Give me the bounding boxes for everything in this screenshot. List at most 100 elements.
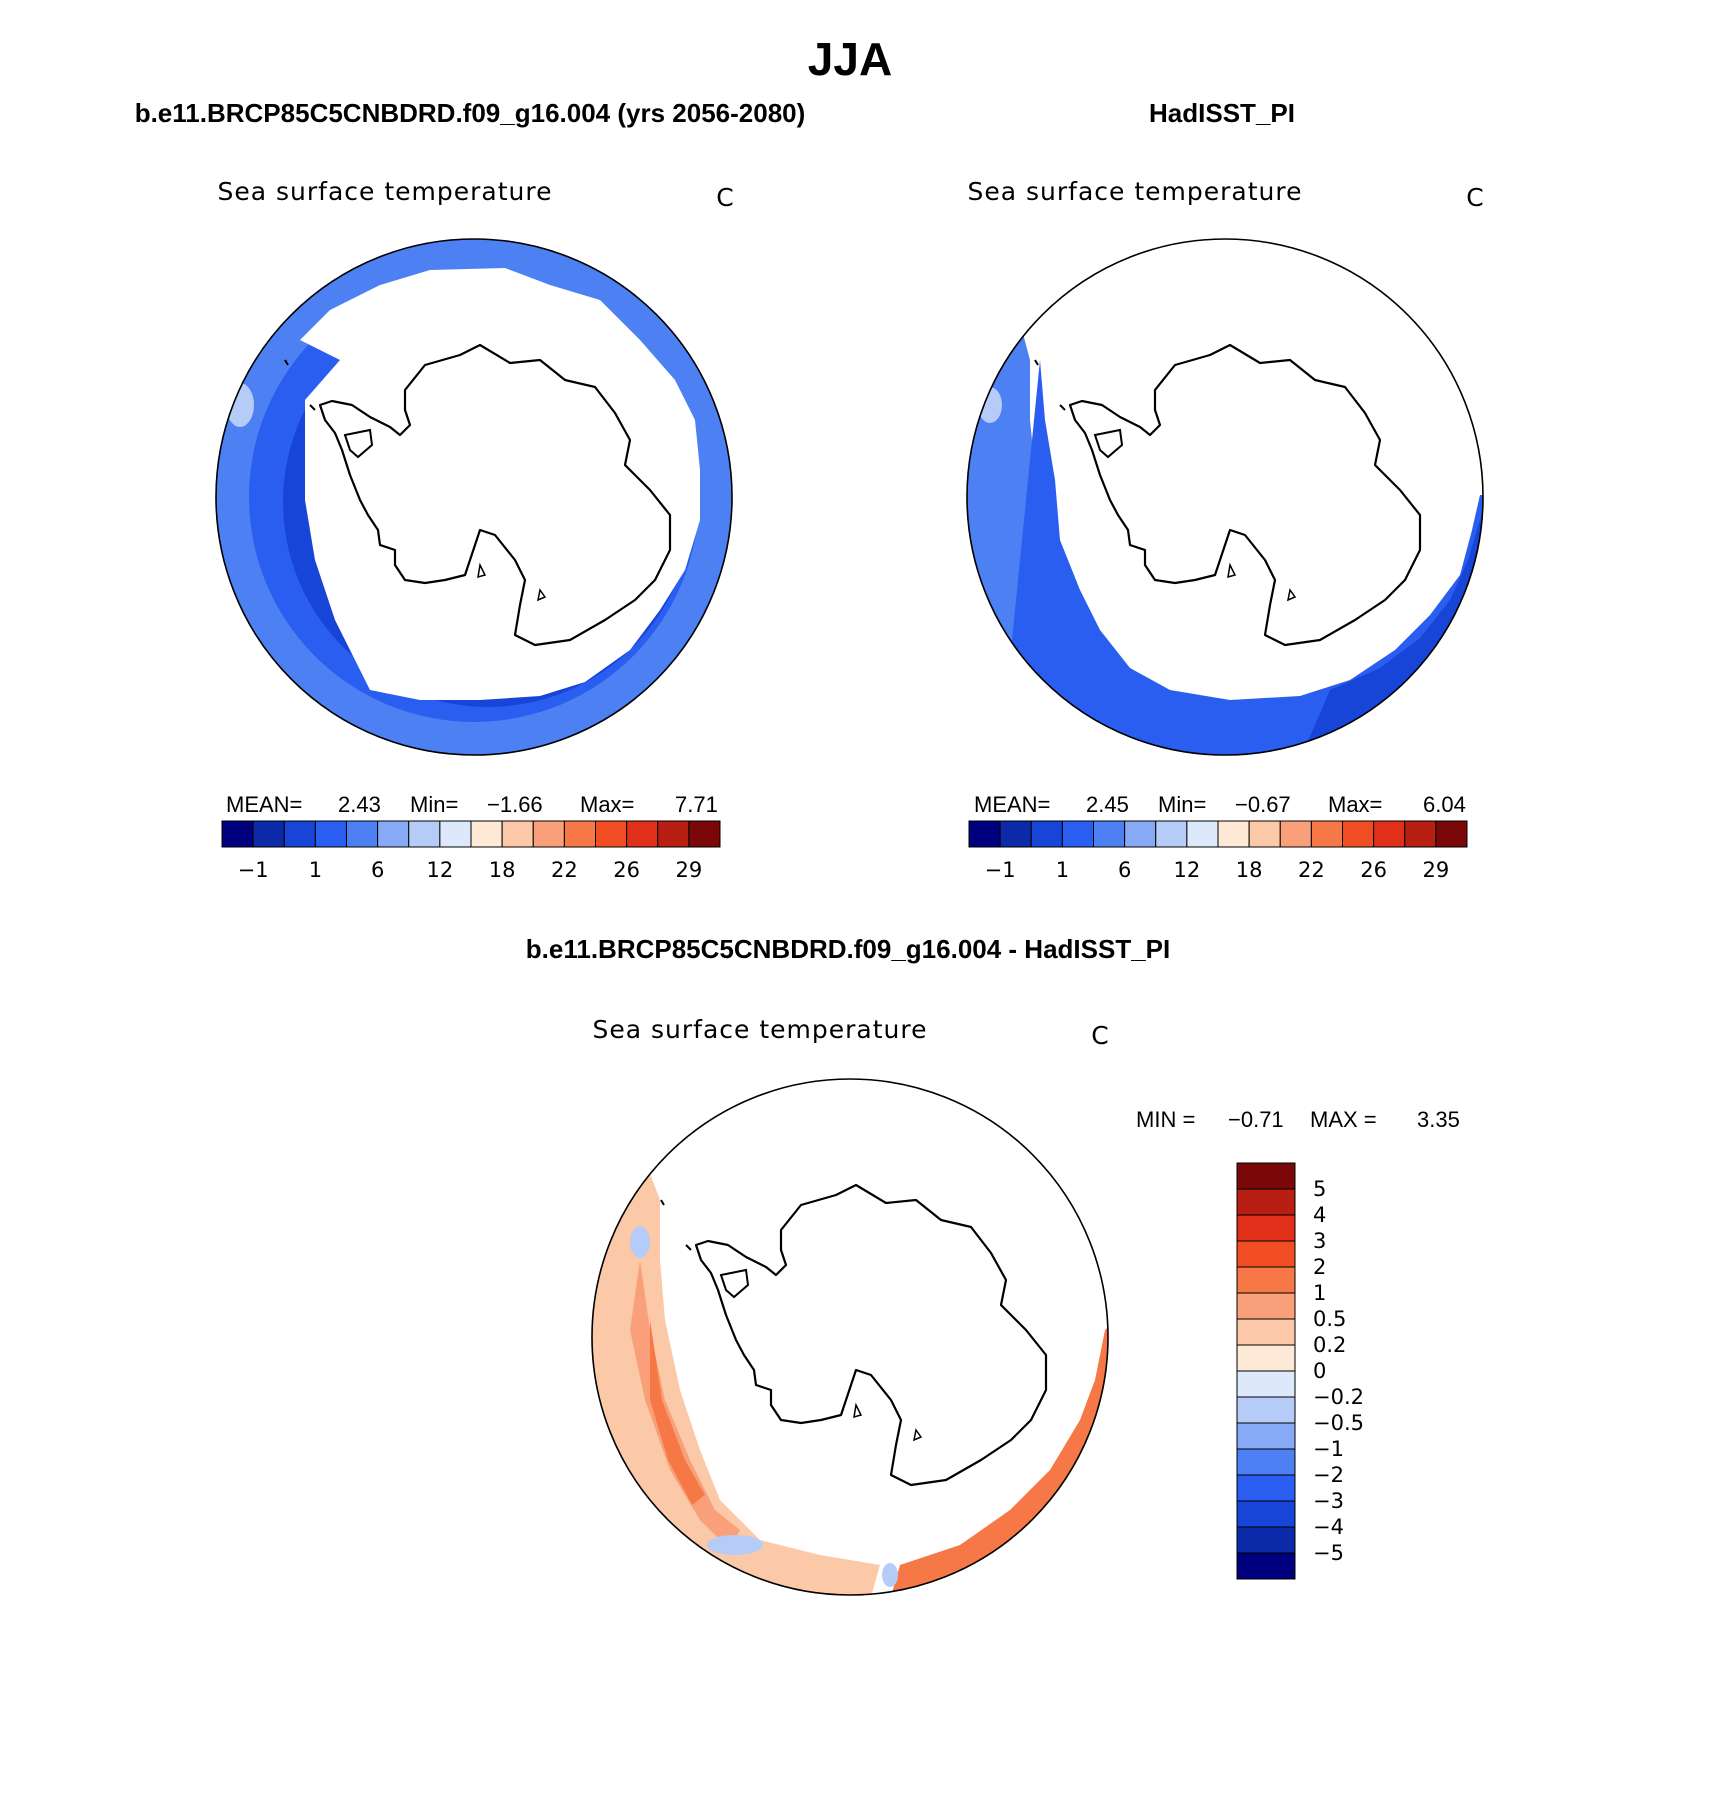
panel-model-heading: b.e11.BRCP85C5CNBDRD.f09_g16.004 (yrs 20… — [135, 98, 806, 128]
panel-diff-heading: b.e11.BRCP85C5CNBDRD.f09_g16.004 - HadIS… — [526, 934, 1170, 964]
coastline-obs — [1033, 343, 1422, 647]
colorbar-box — [1236, 1292, 1296, 1320]
colorbar-tick-label: 26 — [1360, 858, 1387, 882]
stats-model-mean-label: MEAN= — [226, 792, 302, 817]
stats-obs-mean: 2.45 — [1086, 792, 1129, 817]
stats-obs-min: −0.67 — [1235, 792, 1291, 817]
colorbar-tick-label: 0.5 — [1313, 1307, 1346, 1331]
colorbar-tick-label: 3 — [1313, 1229, 1326, 1253]
colorbar-tick-label: −4 — [1313, 1515, 1344, 1539]
colorbar-box — [1236, 1162, 1296, 1190]
colorbar-box — [1155, 820, 1188, 848]
colorbar-tick-label: 1 — [1056, 858, 1069, 882]
colorbar-tick-label: 6 — [371, 858, 384, 882]
colorbar-box — [252, 820, 285, 848]
colorbar-box — [626, 820, 659, 848]
colorbar-box — [999, 820, 1032, 848]
colorbar-tick-label: 18 — [489, 858, 516, 882]
colorbar-tick-label: 5 — [1313, 1177, 1326, 1201]
colorbar-box — [1236, 1266, 1296, 1294]
colorbar-tick-label: 12 — [1174, 858, 1201, 882]
stats-model-min: −1.66 — [487, 792, 543, 817]
colorbar-box — [439, 820, 472, 848]
stats-model-max-label: Max= — [580, 792, 634, 817]
panel-obs: HadISST_PI Sea surface temperature C MEA… — [966, 98, 1484, 882]
colorbar-tick-label: −1 — [1313, 1437, 1344, 1461]
colorbar-box — [501, 820, 534, 848]
colorbar-box — [1217, 820, 1250, 848]
map-obs-border — [966, 238, 1484, 756]
colorbar-tick-label: 29 — [676, 858, 703, 882]
colorbar-tick-label: −3 — [1313, 1489, 1344, 1513]
panel-diff-units: C — [1091, 1021, 1108, 1050]
colorbar-tick-label: 29 — [1423, 858, 1450, 882]
colorbar-box — [1236, 1448, 1296, 1476]
colorbar-box — [1236, 1526, 1296, 1554]
colorbar-tick-label: −0.5 — [1313, 1411, 1364, 1435]
stats-model-max: 7.71 — [675, 792, 718, 817]
colorbar-box — [1186, 820, 1219, 848]
colorbar-tick-label: 6 — [1118, 858, 1131, 882]
stats-obs-mean-label: MEAN= — [974, 792, 1050, 817]
stats-diff-max: 3.35 — [1417, 1107, 1460, 1132]
colorbar-box — [1236, 1422, 1296, 1450]
colorbar-tick-label: 0 — [1313, 1359, 1326, 1383]
colorbar-box — [314, 820, 347, 848]
colorbar-box — [1373, 820, 1406, 848]
colorbar-tick-label: 12 — [427, 858, 454, 882]
colorbar-tick-label: 1 — [309, 858, 322, 882]
colorbar-box — [1236, 1214, 1296, 1242]
colorbar-box — [1236, 1188, 1296, 1216]
colorbar-box — [1093, 820, 1126, 848]
colorbar-tick-label: −2 — [1313, 1463, 1344, 1487]
colorbar-box — [1236, 1396, 1296, 1424]
colorbar-box — [1435, 820, 1468, 848]
stats-obs-min-label: Min= — [1158, 792, 1206, 817]
diff-neg-spot-2 — [707, 1535, 763, 1555]
panel-model: b.e11.BRCP85C5CNBDRD.f09_g16.004 (yrs 20… — [135, 98, 806, 882]
colorbar-box — [1279, 820, 1312, 848]
stats-obs: MEAN= 2.45 Min= −0.67 Max= 6.04 — [974, 792, 1466, 817]
panel-obs-units: C — [1466, 183, 1483, 212]
colorbar-box — [1248, 820, 1281, 848]
coastline-diff — [659, 1183, 1048, 1487]
panel-obs-heading: HadISST_PI — [1149, 98, 1295, 128]
colorbar-box — [1124, 820, 1157, 848]
panel-obs-variable: Sea surface temperature — [968, 177, 1303, 206]
diff-neg-spot-1 — [630, 1226, 650, 1258]
panel-diff-variable: Sea surface temperature — [593, 1015, 928, 1044]
map-obs — [966, 238, 1484, 756]
colorbar-box — [1236, 1344, 1296, 1372]
colorbar-tick-label: 2 — [1313, 1255, 1326, 1279]
colorbar-box — [1342, 820, 1375, 848]
colorbar-box — [283, 820, 316, 848]
colorbar-tick-label: 0.2 — [1313, 1333, 1346, 1357]
stats-diff: MIN = −0.71 MAX = 3.35 — [1136, 1107, 1460, 1132]
panel-model-variable: Sea surface temperature — [218, 177, 553, 206]
colorbar-box — [688, 820, 721, 848]
colorbar-box — [1236, 1474, 1296, 1502]
colorbar-tick-label: 22 — [551, 858, 578, 882]
colorbar-box — [1061, 820, 1094, 848]
stats-diff-max-label: MAX = — [1310, 1107, 1377, 1132]
colorbar-tick-label: 18 — [1236, 858, 1263, 882]
colorbar-box — [1236, 1318, 1296, 1346]
panel-model-units: C — [716, 183, 733, 212]
colorbar-box — [1236, 1370, 1296, 1398]
diff-field-west — [592, 1160, 880, 1595]
colorbar-box — [563, 820, 596, 848]
colorbar-tick-label: 1 — [1313, 1281, 1326, 1305]
colorbar-box — [470, 820, 503, 848]
stats-obs-max: 6.04 — [1423, 792, 1466, 817]
colorbar-box — [657, 820, 690, 848]
diff-field-east — [890, 1320, 1108, 1595]
colorbar-box — [968, 820, 1001, 848]
colorbar-box — [595, 820, 628, 848]
colorbar-tick-label: −1 — [238, 858, 269, 882]
sea-ice-region — [300, 268, 700, 700]
map-diff — [591, 1078, 1109, 1596]
colorbar-tick-label: 26 — [613, 858, 640, 882]
stats-model: MEAN= 2.43 Min= −1.66 Max= 7.71 — [226, 792, 718, 817]
colorbar-model: −1 1 6 12 18 22 26 29 — [221, 820, 721, 882]
